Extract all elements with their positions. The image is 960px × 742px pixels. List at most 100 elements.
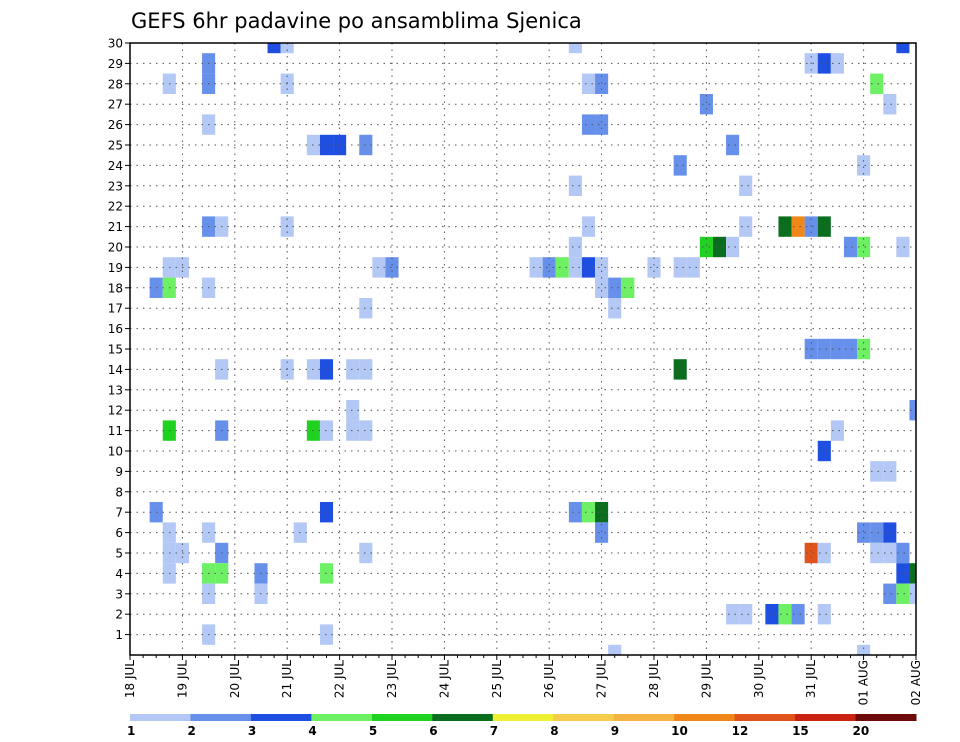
data-cell <box>896 583 910 604</box>
colorbar-swatch <box>674 714 736 721</box>
data-cell <box>372 257 386 278</box>
chart-title: GEFS 6hr padavine po ansamblima Sjenica <box>131 9 582 33</box>
colorbar-label: 15 <box>792 724 809 738</box>
data-cell <box>896 43 910 54</box>
y-tick-label: 6 <box>115 526 123 540</box>
y-axis: 1234567891011121314151617181920212223242… <box>108 37 130 642</box>
data-cell <box>280 43 294 54</box>
data-cell <box>529 257 543 278</box>
y-tick-label: 25 <box>108 139 123 153</box>
y-tick-label: 11 <box>108 424 123 438</box>
x-tick-label: 19 JUL <box>175 660 189 698</box>
data-cell <box>359 542 373 564</box>
x-tick-label: 01 AUG <box>857 660 871 705</box>
data-cell <box>359 420 373 441</box>
y-tick-label: 9 <box>115 465 123 479</box>
colorbar-label: 3 <box>248 724 256 738</box>
data-cell <box>857 644 871 655</box>
colorbar-swatch <box>734 714 796 721</box>
data-cell <box>673 257 687 278</box>
data-cell <box>909 563 916 584</box>
data-cell <box>817 542 831 564</box>
y-tick-label: 19 <box>108 261 123 275</box>
gridlines <box>130 42 916 655</box>
data-cell <box>857 522 871 543</box>
data-cell <box>595 257 609 278</box>
y-tick-label: 12 <box>108 404 123 418</box>
x-tick-label: 25 JUL <box>490 660 504 698</box>
data-cell <box>804 216 818 237</box>
data-cell <box>804 542 818 564</box>
data-cell <box>385 257 399 278</box>
data-cell <box>817 604 831 625</box>
colorbar-swatch <box>613 714 675 721</box>
y-tick-label: 13 <box>108 383 123 397</box>
data-cell <box>568 502 582 523</box>
y-tick-label: 1 <box>115 628 123 642</box>
data-cell <box>581 257 596 278</box>
colorbar-label: 12 <box>732 724 749 738</box>
colorbar-label: 5 <box>369 724 377 738</box>
x-tick-label: 22 JUL <box>333 660 347 698</box>
colorbar-swatch <box>130 714 191 721</box>
x-tick-label: 23 JUL <box>385 660 399 698</box>
y-tick-label: 5 <box>115 547 123 561</box>
data-cell <box>817 216 831 237</box>
colorbar-label: 6 <box>429 724 437 738</box>
data-cell <box>568 257 582 278</box>
data-cell <box>857 155 871 176</box>
y-tick-label: 28 <box>108 77 123 91</box>
colorbar-swatch <box>371 714 433 721</box>
x-tick-label: 28 JUL <box>647 660 661 698</box>
y-tick-label: 27 <box>108 98 123 112</box>
y-tick-label: 2 <box>115 608 123 622</box>
data-cell <box>739 216 753 237</box>
data-cell <box>726 604 740 625</box>
data-cell <box>647 257 661 278</box>
data-cell <box>909 583 916 604</box>
data-cell <box>726 236 740 258</box>
data-cell <box>581 73 596 94</box>
data-cell <box>608 277 622 298</box>
colorbar: 1 2 3 4 5 6 7 8 9 10 12 15 20 <box>127 714 917 738</box>
data-cell <box>346 359 360 380</box>
data-cell <box>673 155 687 176</box>
data-cell <box>726 134 740 156</box>
data-cell <box>883 461 897 482</box>
data-cell <box>621 277 635 298</box>
y-tick-label: 23 <box>108 179 123 193</box>
data-cell <box>359 298 373 319</box>
colorbar-label: 10 <box>671 724 688 738</box>
data-cell <box>568 175 582 196</box>
colorbar-swatch <box>855 714 917 721</box>
colorbar-label: 8 <box>550 724 558 738</box>
data-cell <box>896 542 910 564</box>
data-cell <box>581 502 596 523</box>
data-cell <box>595 73 609 94</box>
colorbar-label: 20 <box>853 724 870 738</box>
data-cell <box>883 522 897 543</box>
data-cell <box>608 644 622 655</box>
data-cell <box>843 338 858 360</box>
y-tick-label: 24 <box>108 159 123 173</box>
data-cell <box>581 114 596 135</box>
data-cell <box>267 43 281 54</box>
data-cell <box>857 236 871 258</box>
data-cell <box>791 604 805 625</box>
data-cell <box>699 94 713 115</box>
x-tick-label: 24 JUL <box>437 660 451 698</box>
data-cell <box>870 542 884 564</box>
data-cell <box>870 522 884 543</box>
data-cell <box>595 114 609 135</box>
data-cell <box>883 542 897 564</box>
data-cell <box>555 257 569 278</box>
x-tick-label: 20 JUL <box>228 660 242 698</box>
colorbar-swatch <box>492 714 554 721</box>
y-tick-label: 17 <box>108 302 123 316</box>
data-cell <box>791 216 805 237</box>
data-cell <box>595 277 609 298</box>
colorbar-swatch <box>432 714 494 721</box>
data-cell <box>830 53 844 74</box>
data-cell <box>830 420 844 441</box>
